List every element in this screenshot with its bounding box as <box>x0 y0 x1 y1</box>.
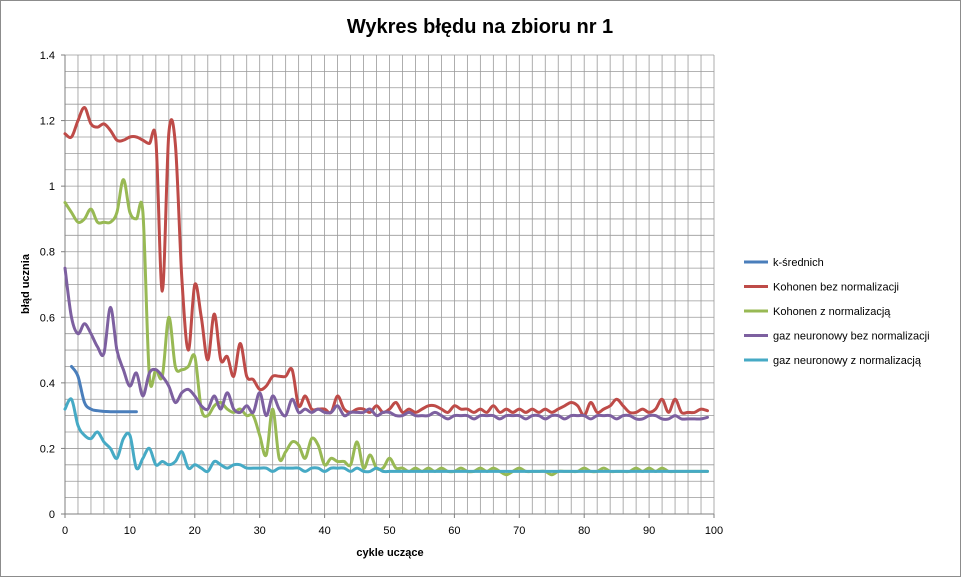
y-tick-label: 0.2 <box>40 443 55 455</box>
x-tick-label: 0 <box>62 525 68 537</box>
x-tick-label: 30 <box>254 525 266 537</box>
y-tick-label: 0.8 <box>40 247 55 259</box>
y-tick-label: 1.2 <box>40 116 55 128</box>
legend-entry: gaz neuronowy z normalizacją <box>773 355 922 367</box>
y-tick-label: 0 <box>49 509 55 521</box>
legend-entry: gaz neuronowy bez normalizacji <box>773 331 930 343</box>
series-line-5 <box>63 397 709 474</box>
legend-entry: Kohonen bez normalizacji <box>773 282 899 294</box>
x-tick-label: 20 <box>189 525 201 537</box>
series-line-4 <box>63 266 709 421</box>
x-tick-label: 80 <box>578 525 590 537</box>
x-tick-label: 40 <box>318 525 330 537</box>
series-lines <box>63 106 709 477</box>
y-axis-label: błąd ucznia <box>20 253 32 314</box>
x-tick-label: 60 <box>448 525 460 537</box>
x-tick-label: 50 <box>383 525 395 537</box>
x-tick-label: 100 <box>705 525 723 537</box>
series-line-1 <box>70 365 138 414</box>
series-line-2 <box>63 106 709 418</box>
axes: 0 10 20 30 40 50 60 70 80 90 100 0 0.2 0.4 0.6 0.8 1 1.2 1… <box>40 50 723 537</box>
y-tick-label: 1.4 <box>40 50 55 62</box>
legend-entry: Kohonen z normalizacją <box>773 306 891 318</box>
x-tick-label: 90 <box>643 525 655 537</box>
x-tick-label: 10 <box>124 525 136 537</box>
y-tick-label: 0.4 <box>40 378 55 390</box>
y-tick-label: 1 <box>49 181 55 193</box>
legend-entry: k-średnich <box>773 257 824 269</box>
legend: k-średnich Kohonen bez normalizacji Kohone… <box>744 257 930 367</box>
x-tick-label: 70 <box>513 525 525 537</box>
chart-title: Wykres błędu na zbioru nr 1 <box>347 16 613 38</box>
x-axis-label: cykle uczące <box>356 547 423 559</box>
y-tick-label: 0.6 <box>40 312 55 324</box>
